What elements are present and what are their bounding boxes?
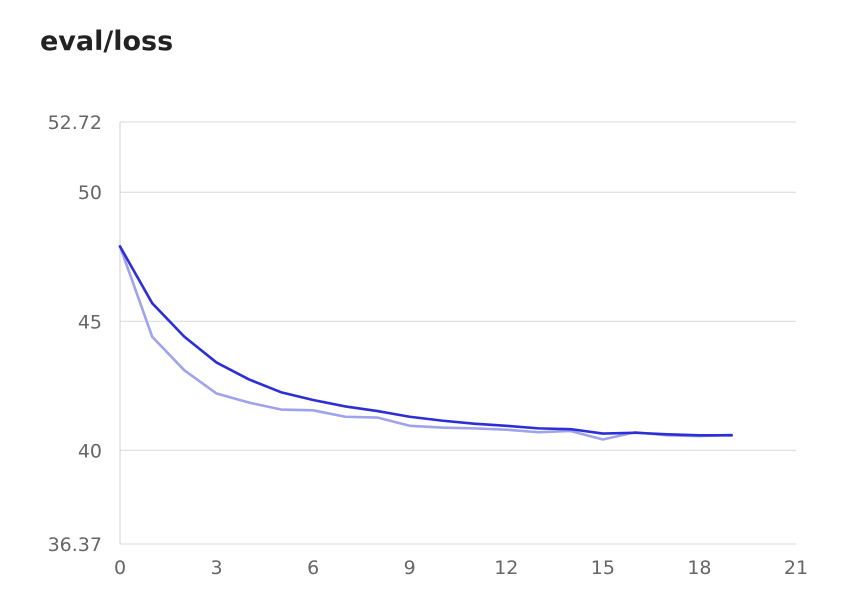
x-tick-label: 9: [404, 557, 416, 579]
x-tick-label: 21: [784, 557, 808, 579]
series-line-smoothed: [118, 245, 733, 437]
grid-lines: [120, 121, 796, 545]
x-tick-label: 0: [114, 557, 126, 579]
x-tick-label: 18: [687, 557, 711, 579]
y-tick-label: 52.72: [48, 112, 102, 134]
y-tick-label: 36.37: [48, 534, 102, 556]
x-tick-label: 15: [591, 557, 615, 579]
series-lines: [118, 245, 733, 441]
series-line-raw: [118, 245, 733, 441]
x-tick-label: 3: [211, 557, 223, 579]
y-tick-label: 40: [78, 440, 102, 462]
x-tick-label: 12: [494, 557, 518, 579]
y-tick-label: 45: [78, 311, 102, 333]
y-tick-label: 50: [78, 182, 102, 204]
chart-title: eval/loss: [40, 26, 174, 57]
tick-labels: 36.37 40 45 50 52.72 0 3 6 9 12 15 18 21: [48, 112, 809, 579]
x-tick-label: 6: [307, 557, 319, 579]
